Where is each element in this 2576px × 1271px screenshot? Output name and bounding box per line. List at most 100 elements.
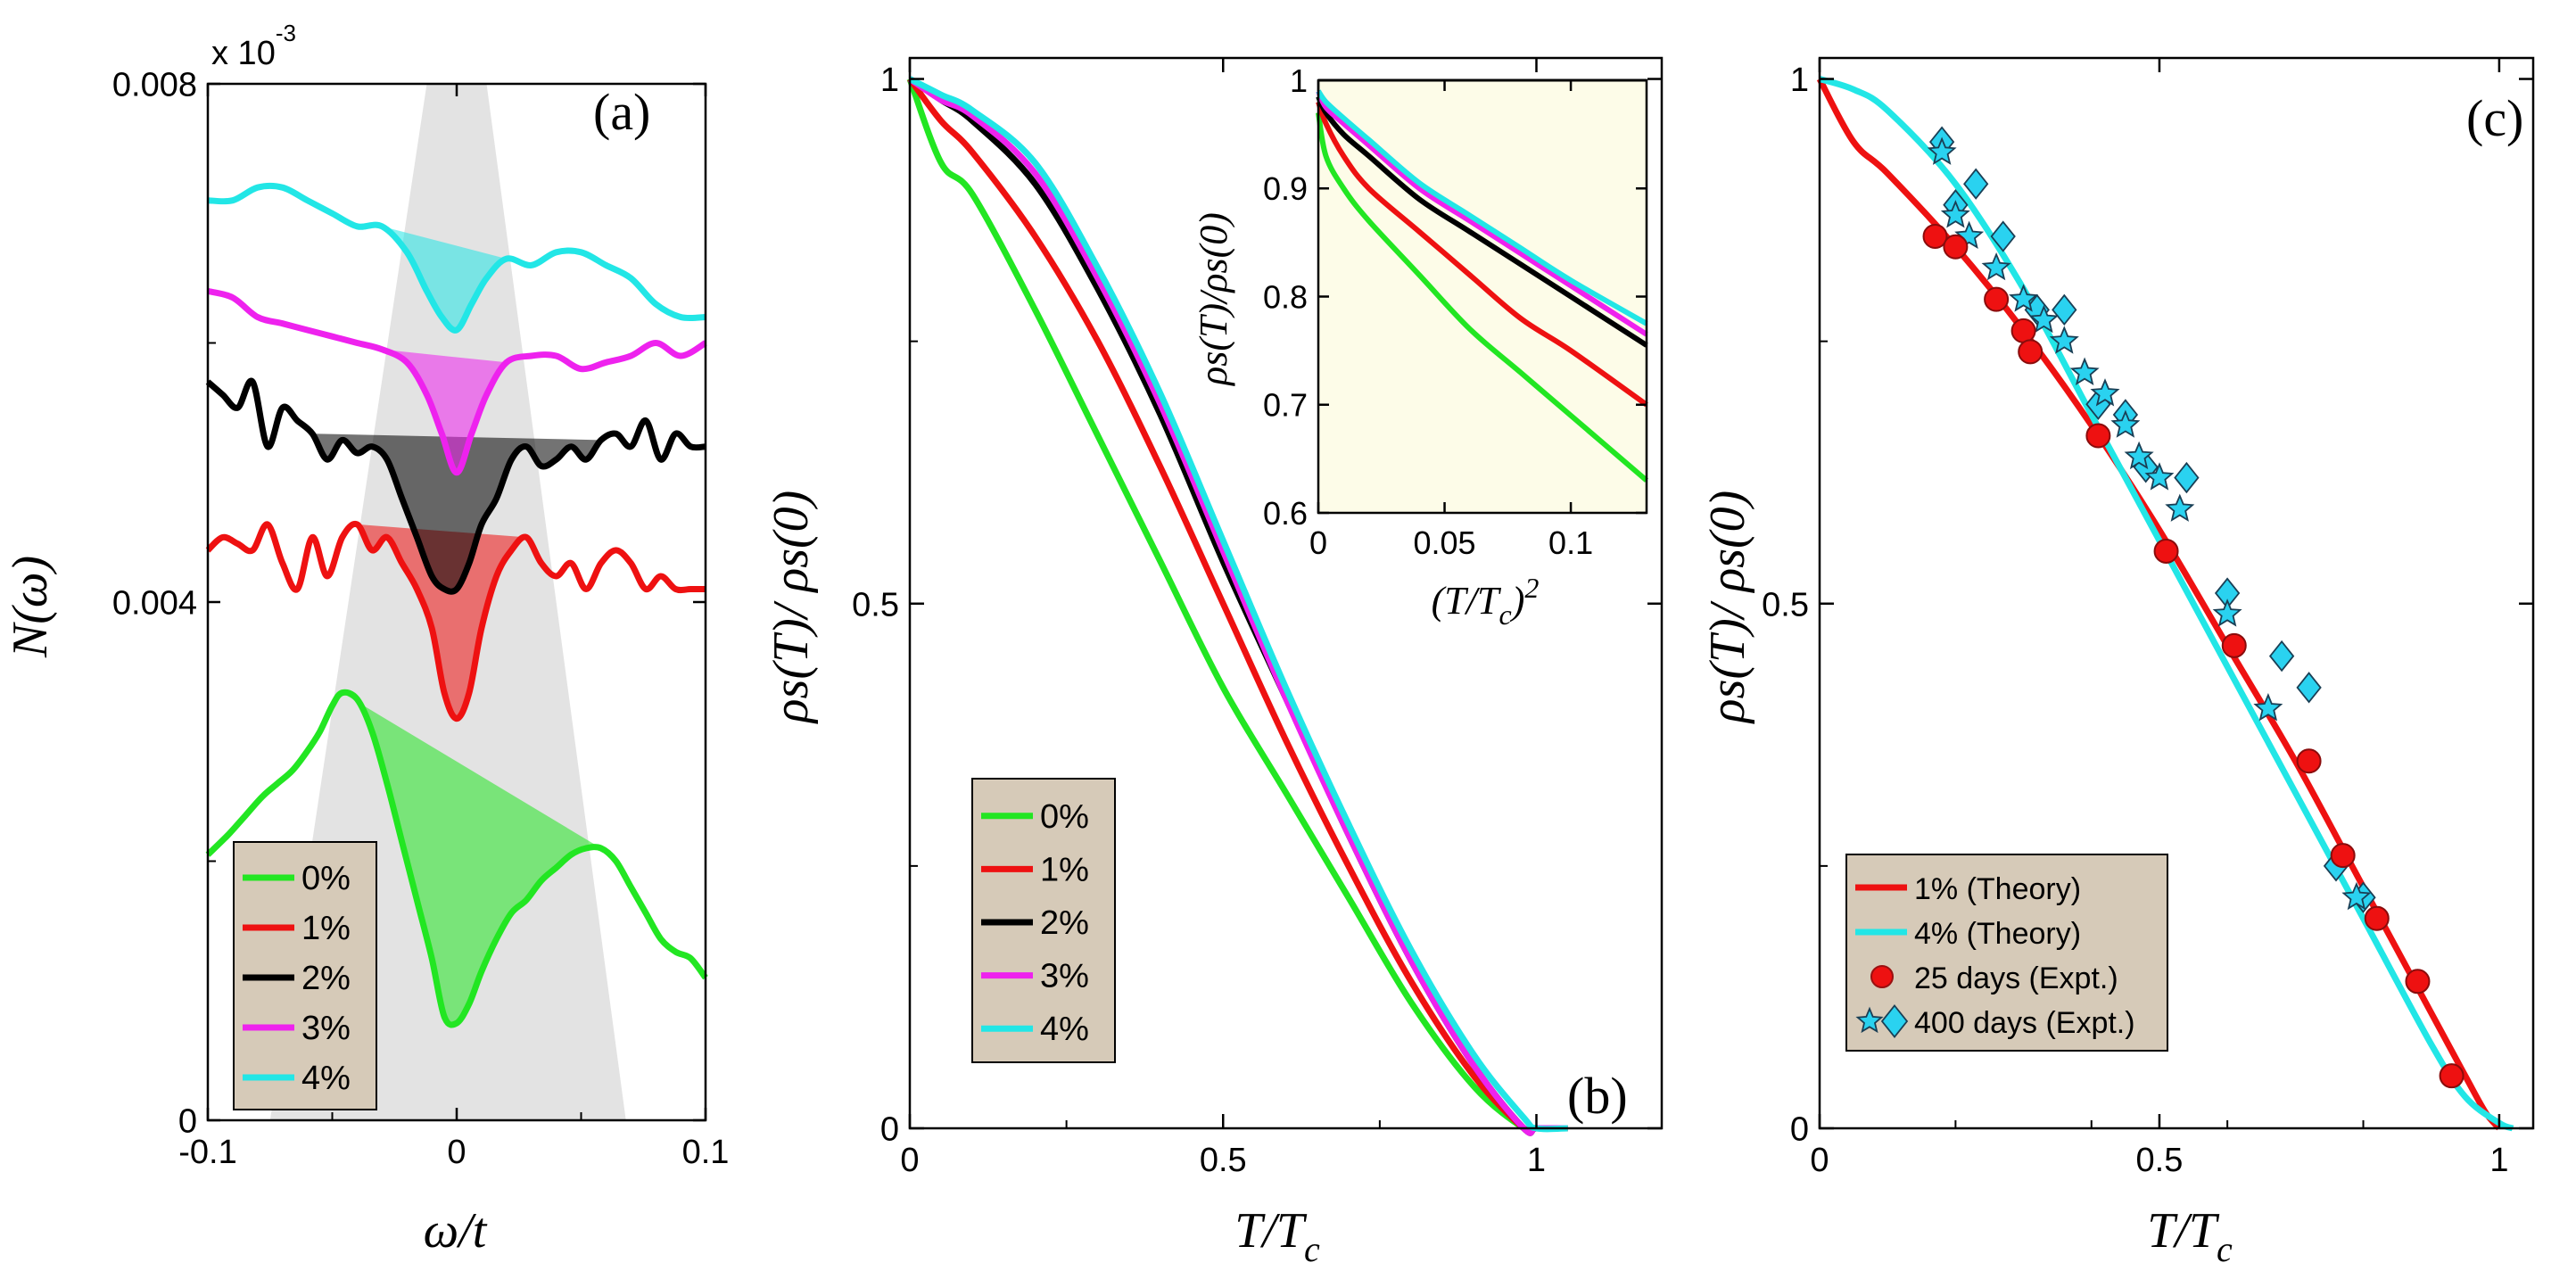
inset-series bbox=[1316, 78, 1648, 483]
panel-c-ytick-label: 1 bbox=[1790, 62, 1809, 99]
panel-a-xtick-label: -0.1 bbox=[178, 1134, 236, 1171]
panel-c-star-marker bbox=[2090, 378, 2120, 407]
inset-xlabel: (T/Tc)2 bbox=[1432, 572, 1540, 631]
panel-a-label: (a) bbox=[593, 83, 650, 141]
panel-c-star-marker bbox=[2124, 441, 2154, 470]
panel-b-xlabel: T/Tc bbox=[1234, 1203, 1320, 1269]
panel-a-legend-label: 0% bbox=[301, 860, 351, 897]
panel-a-series bbox=[205, 182, 708, 1028]
panel-a-dip-fills bbox=[312, 226, 601, 1026]
panel-c-star-marker bbox=[2069, 357, 2100, 386]
inset-ylabel: ρs(T)/ρs(0) bbox=[1192, 212, 1235, 387]
panel-b-label: (b) bbox=[1567, 1067, 1628, 1125]
panel-c-star-marker bbox=[2144, 462, 2175, 491]
panel-b-ticks: 0 0.5 1 0 0.5 1 bbox=[852, 58, 1662, 1179]
panel-a-dip-fill bbox=[342, 692, 601, 1026]
panel-c-legend: 1% (Theory) 4% (Theory) 25 days (Expt.) 400… bbox=[1845, 854, 2168, 1052]
panel-a-xtick-label: 0 bbox=[447, 1134, 466, 1171]
panel-b-xtick-label: 0 bbox=[900, 1142, 919, 1179]
panel-a-ylabel: N(ω) bbox=[3, 556, 58, 658]
inset-xtick-label: 0 bbox=[1309, 524, 1327, 561]
panel-c-series bbox=[1816, 76, 2514, 1132]
panel-c-theory-line bbox=[1818, 76, 2514, 1132]
inset-xlabel-sub: c bbox=[1499, 598, 1511, 631]
panel-c-legend-label: 1% (Theory) bbox=[1914, 872, 2081, 906]
panel-c-star-marker bbox=[2049, 326, 2079, 354]
panel-b-ylabel: ρs(T)/ ρs(0) bbox=[764, 491, 819, 725]
panel-c-legend-label: 4% (Theory) bbox=[1914, 917, 2081, 951]
inset-ytick-label: 1 bbox=[1290, 62, 1308, 99]
panel-a-dip-fill bbox=[312, 433, 601, 592]
panel-c-star-marker bbox=[2110, 409, 2141, 438]
panel-c-xlabel-sub: c bbox=[2217, 1229, 2233, 1269]
panel-b-series-line bbox=[908, 76, 1568, 1136]
panel-c-diamond-marker bbox=[2174, 461, 2200, 494]
panel-c-ytick-label: 0.5 bbox=[1762, 586, 1809, 623]
panel-c-legend-marker-diamond bbox=[1880, 1004, 1909, 1038]
panel-b-inset: 0 0.05 0.1 0.6 0.7 0.8 0.9 1 ρs(T)/ρs(0) (T/Tc)… bbox=[1192, 62, 1648, 631]
panel-a-scale-note: x 10-3 bbox=[211, 20, 296, 72]
panel-a-dip-fill bbox=[382, 226, 507, 331]
panel-c-diamond-marker bbox=[1990, 220, 2016, 252]
panel-c-star-marker bbox=[2341, 881, 2372, 911]
inset-series-line bbox=[1316, 89, 1648, 326]
panel-a-series-line bbox=[205, 520, 706, 722]
panel-c-legend-marker-star bbox=[1855, 1006, 1884, 1034]
panel-b-legend: 0% 1% 2% 3% 4% bbox=[971, 778, 1116, 1063]
panel-a-dip-fill bbox=[357, 524, 527, 719]
panel-c-xtick-label: 0.5 bbox=[2136, 1142, 2184, 1179]
panel-c-circle-marker bbox=[2018, 339, 2043, 365]
panel-c-circle-marker bbox=[2010, 318, 2036, 343]
panel-b-legend-label: 2% bbox=[1040, 904, 1089, 942]
panel-c-star-marker bbox=[2165, 493, 2195, 522]
panel-c-circle-marker bbox=[1922, 224, 1948, 249]
panel-a-ytick-label: 0.008 bbox=[112, 67, 197, 104]
panel-b-ytick-label: 1 bbox=[880, 62, 899, 99]
panel-c-legend-marker-circle bbox=[1870, 965, 1894, 988]
panel-c-circle-marker bbox=[2296, 748, 2322, 774]
inset-xlabel-main: (T/T bbox=[1432, 579, 1502, 623]
panel-c-circle-marker bbox=[2439, 1063, 2465, 1089]
panel-c-legend-label: 400 days (Expt.) bbox=[1914, 1006, 2135, 1040]
panel-c-circle-marker bbox=[2405, 969, 2431, 995]
panel-a-legend-label: 4% bbox=[301, 1060, 351, 1097]
panel-c-star-marker bbox=[2212, 598, 2242, 627]
panel-b-xtick-label: 0.5 bbox=[1200, 1142, 1247, 1179]
panel-c-diamond-marker bbox=[1963, 168, 1989, 200]
panel-c-star-marker bbox=[2009, 284, 2039, 312]
panel-c-star-marker bbox=[1940, 200, 1970, 228]
panel-b-ytick-label: 0.5 bbox=[852, 586, 899, 623]
panel-c-ylabel: ρs(T)/ ρs(0) bbox=[1700, 491, 1755, 725]
inset-ytick-label: 0.9 bbox=[1263, 170, 1308, 207]
panel-a-ytick-label: 0 bbox=[178, 1103, 197, 1141]
panel-c-star-marker bbox=[1927, 136, 1957, 165]
inset-ytick-label: 0.7 bbox=[1263, 387, 1308, 424]
inset-xtick-label: 0.1 bbox=[1548, 524, 1593, 561]
panel-c-star-marker bbox=[2028, 304, 2059, 334]
inset-ticks: 0 0.05 0.1 0.6 0.7 0.8 0.9 1 bbox=[1263, 62, 1647, 561]
panel-c-xtick-label: 1 bbox=[2489, 1142, 2508, 1179]
panel-a-xtick-label: 0.1 bbox=[682, 1134, 730, 1171]
panel-c-theory-line bbox=[1816, 77, 2502, 1131]
panel-c-circle-marker bbox=[2085, 423, 2111, 449]
panel-c-circle-marker bbox=[2364, 905, 2390, 931]
panel-b: 0 0.5 1 0 0.5 1 (b) ρs(T)/ ρs(0) T/Tc 0%1%2%3… bbox=[764, 56, 1664, 1269]
panel-c-circle-marker bbox=[1943, 234, 1969, 260]
inset-xlabel-sup: 2 bbox=[1524, 572, 1539, 604]
panel-c-ticks: 0 0.5 1 0 0.5 1 bbox=[1762, 58, 2533, 1179]
panel-b-legend-label: 3% bbox=[1040, 958, 1089, 995]
panel-a-series-line bbox=[205, 377, 706, 595]
panel-c-circle-marker bbox=[2153, 538, 2179, 564]
panel-a-xlabel: ω/t bbox=[424, 1203, 488, 1259]
panel-a-scale-exp: -3 bbox=[276, 20, 296, 46]
panel-c-diamond-marker bbox=[2268, 640, 2295, 673]
panel-c-legend-label: 25 days (Expt.) bbox=[1914, 962, 2118, 995]
panel-b-xtick-label: 1 bbox=[1527, 1142, 1546, 1179]
panel-b-ytick-label: 0 bbox=[880, 1111, 899, 1149]
panel-c-diamond-marker bbox=[2052, 293, 2077, 326]
panel-c-ytick-label: 0 bbox=[1790, 1111, 1809, 1149]
panel-a-legend-label: 2% bbox=[301, 960, 351, 997]
